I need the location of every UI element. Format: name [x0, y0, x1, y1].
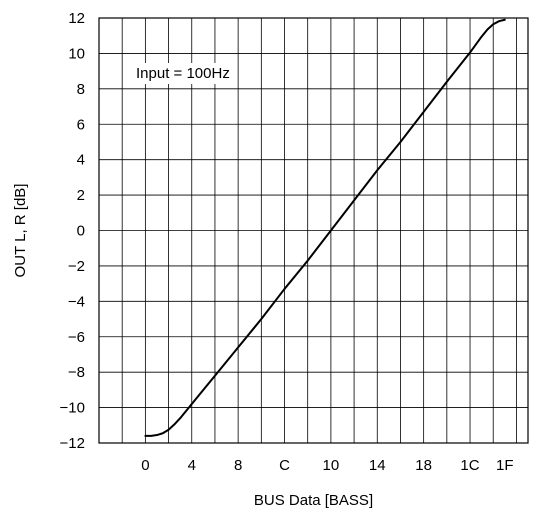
- x-tick-label: 4: [188, 457, 196, 474]
- y-tick-label: 10: [68, 45, 85, 62]
- series-line: [144, 18, 506, 437]
- y-tick-label: −10: [60, 400, 85, 417]
- x-axis-label: BUS Data [BASS]: [254, 492, 373, 509]
- y-tick-label: 0: [77, 223, 85, 240]
- plot-frame: [98, 17, 529, 444]
- y-tick-label: 8: [77, 81, 85, 98]
- x-tick-label: C: [279, 457, 290, 474]
- y-tick-label: −12: [60, 435, 85, 452]
- y-tick-label: −4: [68, 293, 85, 310]
- x-tick-labels: 0 4 8 C 10 14 18 1C 1F: [141, 457, 513, 474]
- series-layer: [144, 18, 506, 437]
- x-tick-label: 1C: [460, 457, 479, 474]
- x-tick-label: 18: [415, 457, 432, 474]
- x-tick-label: 1F: [496, 457, 514, 474]
- x-tick-label: 10: [323, 457, 340, 474]
- y-tick-label: −2: [68, 258, 85, 275]
- y-tick-label: 12: [68, 10, 85, 27]
- x-tick-label: 0: [141, 457, 149, 474]
- y-tick-label: −8: [68, 364, 85, 381]
- x-tick-label: 14: [369, 457, 386, 474]
- y-tick-labels: −12 −10 −8 −6 −4 −2 0 2 4 6 8 10 12: [60, 10, 85, 452]
- annotation-background: [132, 63, 234, 84]
- input-annotation: Input = 100Hz: [136, 65, 230, 82]
- grid: [99, 18, 528, 443]
- y-axis-label: OUT L, R [dB]: [12, 184, 29, 278]
- y-tick-label: 4: [77, 152, 85, 169]
- y-tick-label: −6: [68, 329, 85, 346]
- x-tick-label: 8: [234, 457, 242, 474]
- y-tick-label: 2: [77, 187, 85, 204]
- y-tick-label: 6: [77, 116, 85, 133]
